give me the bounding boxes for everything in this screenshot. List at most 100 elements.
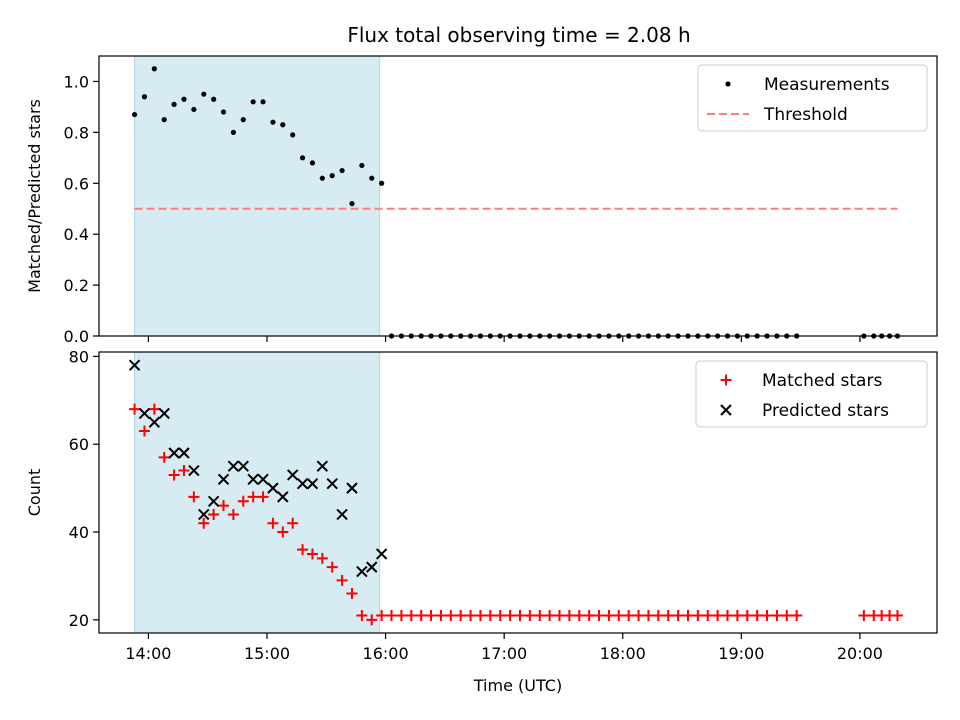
measurement-point bbox=[220, 109, 227, 115]
predicted-star-point bbox=[375, 548, 388, 560]
y-tick-label: 1.0 bbox=[64, 72, 89, 91]
predicted-star-point bbox=[217, 473, 230, 486]
measurement-point bbox=[309, 160, 316, 166]
matched-star-point bbox=[633, 609, 645, 621]
predicted-star-point bbox=[237, 460, 249, 472]
x-tick-label: 17:00 bbox=[481, 644, 527, 663]
predicted-star-point bbox=[207, 495, 220, 507]
matched-star-point bbox=[751, 609, 763, 621]
matched-star-point bbox=[208, 508, 220, 520]
predicted-star-point bbox=[277, 491, 289, 503]
y-axis-label: Count bbox=[25, 469, 44, 517]
y-tick-label: 60 bbox=[69, 435, 89, 454]
matched-star-point bbox=[138, 425, 150, 437]
predicted-star-point bbox=[247, 473, 259, 486]
measurement-point bbox=[181, 96, 187, 102]
legend-label: Threshold bbox=[763, 105, 848, 125]
predicted-star-point bbox=[168, 447, 180, 459]
predicted-star-point bbox=[138, 407, 151, 420]
matched-star-point bbox=[326, 561, 338, 573]
matched-star-point bbox=[731, 609, 743, 621]
measurement-point bbox=[211, 96, 217, 102]
matched-star-point bbox=[198, 517, 210, 529]
predicted-star-point bbox=[178, 447, 190, 459]
y-axis-label: Matched/Predicted stars bbox=[25, 99, 44, 293]
legend-label: Predicted stars bbox=[762, 401, 889, 421]
matched-star-point bbox=[306, 548, 318, 560]
matched-star-point bbox=[415, 609, 427, 621]
measurement-point bbox=[171, 101, 177, 107]
x-tick-label: 20:00 bbox=[837, 644, 883, 663]
measurement-point bbox=[379, 180, 385, 186]
matched-star-point bbox=[474, 609, 486, 621]
matched-star-point bbox=[741, 609, 753, 621]
observing-window-shade bbox=[134, 55, 381, 337]
top-panel: 0.0 0.2 0.4 0.6 0.8 1.0 Matched/Predicted star… bbox=[25, 55, 938, 346]
matched-star-point bbox=[791, 609, 803, 621]
measurement-point bbox=[270, 119, 276, 125]
matched-star-point bbox=[425, 609, 437, 621]
y-tick-label: 0.6 bbox=[64, 174, 89, 193]
matched-star-point bbox=[455, 609, 467, 621]
matched-star-point bbox=[148, 403, 160, 415]
matched-star-point bbox=[366, 614, 378, 626]
matched-star-point bbox=[781, 609, 793, 621]
predicted-star-point bbox=[306, 478, 319, 490]
matched-star-point bbox=[405, 609, 417, 621]
matched-star-point bbox=[712, 609, 724, 621]
legend-label: Matched stars bbox=[762, 371, 882, 391]
matched-star-point bbox=[563, 609, 575, 621]
matched-star-point bbox=[702, 609, 714, 621]
matched-star-point bbox=[277, 526, 289, 538]
series-predicted-stars bbox=[128, 359, 388, 578]
measurement-point bbox=[131, 111, 138, 118]
predicted-star-point bbox=[316, 460, 329, 472]
matched-star-point bbox=[504, 609, 516, 621]
matched-star-point bbox=[593, 609, 605, 621]
matched-star-point bbox=[237, 495, 249, 507]
matched-star-point bbox=[583, 609, 595, 621]
matched-star-point bbox=[524, 609, 536, 621]
matched-star-point bbox=[514, 609, 526, 621]
measurement-point bbox=[250, 99, 256, 105]
x-tick-label: 14:00 bbox=[125, 644, 171, 663]
measurement-point bbox=[369, 175, 375, 181]
predicted-star-point bbox=[356, 565, 368, 578]
measurement-point bbox=[240, 117, 246, 123]
matched-star-point bbox=[158, 451, 170, 463]
x-tick-label: 15:00 bbox=[244, 644, 290, 663]
matched-star-point bbox=[652, 609, 664, 621]
predicted-star-point bbox=[346, 482, 358, 494]
axes-frame bbox=[98, 55, 938, 337]
x-tick-label: 16:00 bbox=[363, 644, 409, 663]
legend-box bbox=[695, 360, 928, 428]
matched-star-point bbox=[395, 609, 407, 621]
measurement-point bbox=[359, 162, 365, 169]
matched-star-point bbox=[494, 609, 506, 621]
observing-window-shade bbox=[134, 351, 381, 634]
matched-star-point bbox=[534, 609, 546, 621]
matched-star-point bbox=[662, 609, 674, 621]
x-tick-label: 18:00 bbox=[600, 644, 646, 663]
matched-star-point bbox=[435, 609, 447, 621]
predicted-star-point bbox=[336, 508, 348, 521]
legend-measurement-swatch bbox=[725, 81, 731, 87]
measurement-point bbox=[339, 167, 345, 174]
measurement-point bbox=[319, 175, 325, 181]
matched-star-point bbox=[672, 609, 684, 621]
legend-matched-swatch bbox=[720, 374, 732, 386]
predicted-star-point bbox=[326, 478, 338, 490]
measurement-point bbox=[230, 129, 236, 135]
predicted-star-point bbox=[198, 508, 210, 521]
matched-star-point bbox=[129, 403, 141, 415]
matched-star-point bbox=[445, 609, 457, 621]
measurement-point bbox=[151, 66, 157, 72]
measurement-point bbox=[191, 106, 197, 113]
measurement-point bbox=[141, 94, 148, 100]
matched-star-point bbox=[227, 508, 239, 520]
legend: Matched stars Predicted stars bbox=[695, 360, 928, 428]
measurement-point bbox=[290, 132, 296, 138]
legend-predicted-swatch bbox=[720, 404, 732, 416]
matched-star-point bbox=[891, 609, 903, 621]
